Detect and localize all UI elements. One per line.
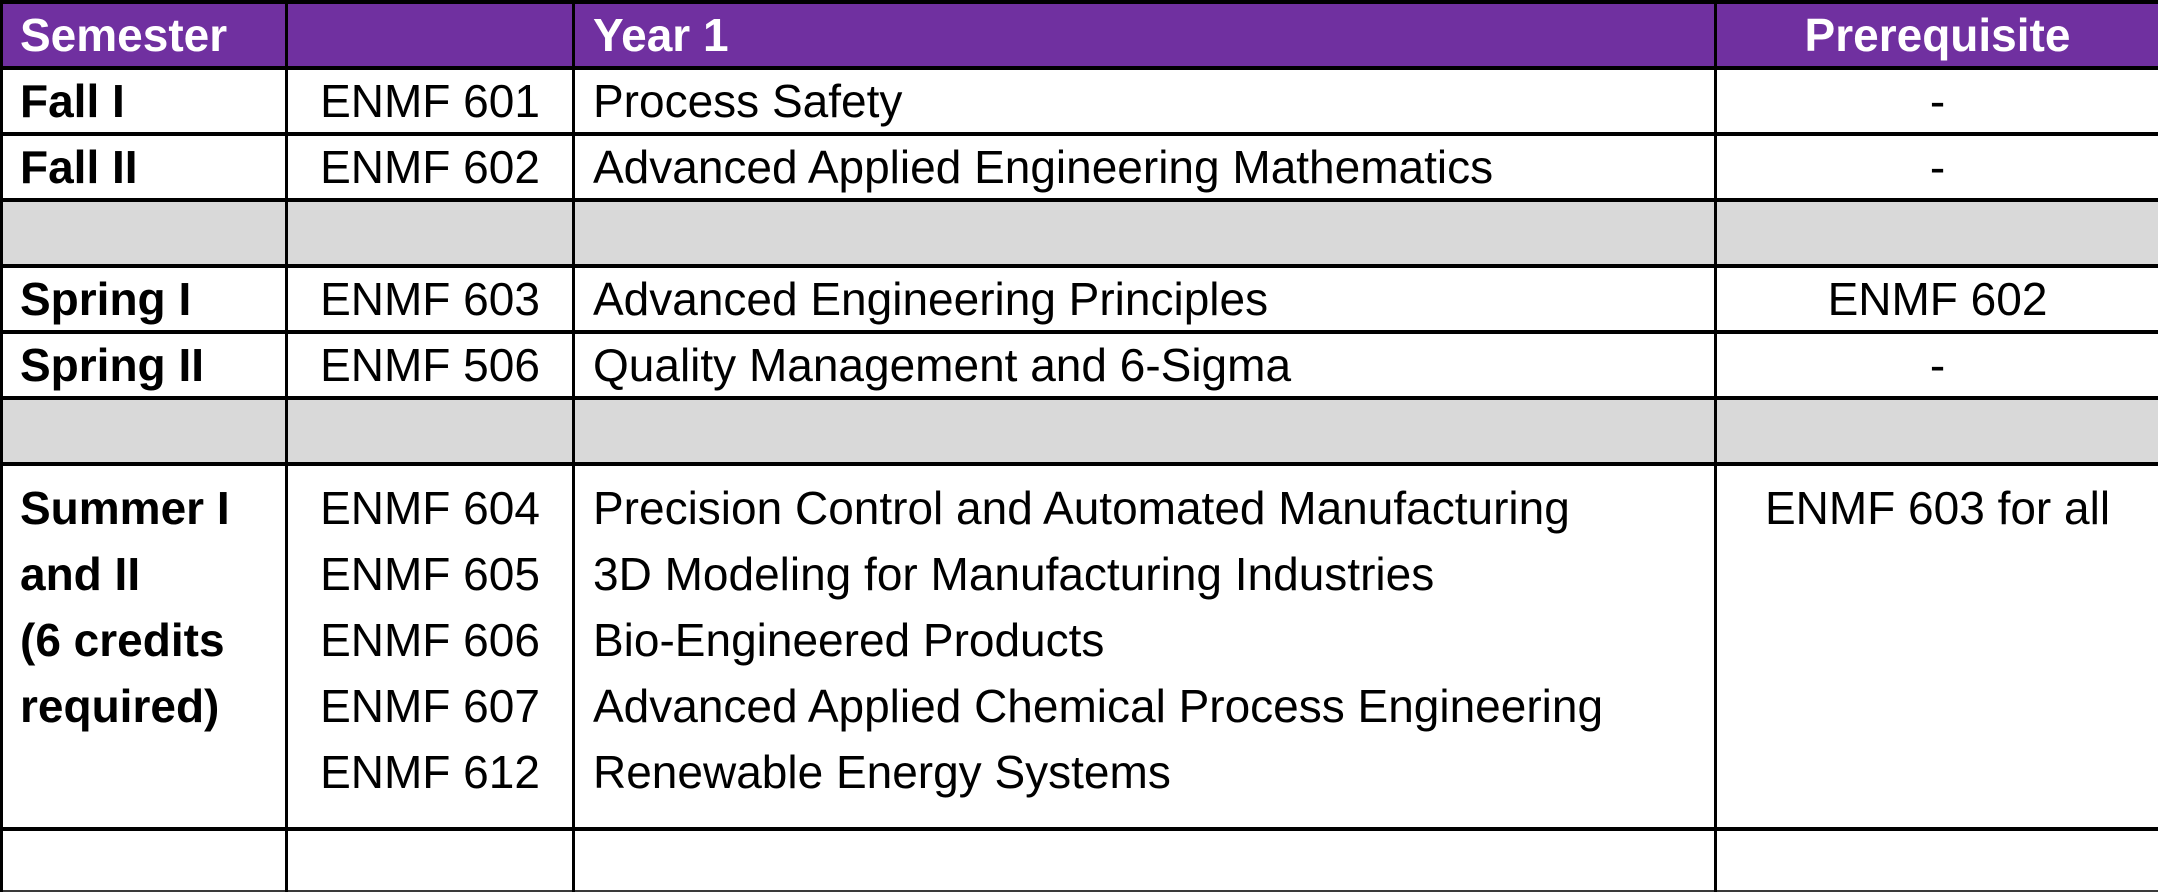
spacer-cell [285, 198, 575, 268]
spacer-cell [285, 396, 575, 466]
table-row-fall-2: Fall II ENMF 602 Advanced Applied Engine… [0, 132, 2158, 202]
course-code-cell: ENMF 604 ENMF 605 ENMF 606 ENMF 607 ENMF… [285, 461, 575, 832]
spacer-row [0, 198, 2158, 268]
spacer-row [0, 396, 2158, 466]
spacer-cell [572, 396, 1717, 466]
table-row-spring-1: Spring I ENMF 603 Advanced Engineering P… [0, 264, 2158, 334]
prerequisite-cell: - [1714, 66, 2158, 136]
header-semester: Semester [0, 0, 288, 70]
course-code-cell: ENMF 601 [285, 66, 575, 136]
prerequisite-cell: - [1714, 132, 2158, 202]
spacer-cell [1714, 396, 2158, 466]
table-row-spring-2: Spring II ENMF 506 Quality Management an… [0, 330, 2158, 400]
semester-cell: Fall II [0, 132, 288, 202]
prerequisite-cell: ENMF 603 for all [1714, 461, 2158, 832]
course-code-cell: ENMF 603 [285, 264, 575, 334]
semester-cell: Fall I [0, 66, 288, 136]
empty-cell [0, 827, 288, 892]
empty-cell [1714, 827, 2158, 892]
spacer-cell [1714, 198, 2158, 268]
course-title-cell: Advanced Engineering Principles [572, 264, 1717, 334]
course-title-cell: Quality Management and 6-Sigma [572, 330, 1717, 400]
course-code-cell: ENMF 602 [285, 132, 575, 202]
course-title-cell: Process Safety [572, 66, 1717, 136]
spacer-cell [572, 198, 1717, 268]
course-code-cell: ENMF 506 [285, 330, 575, 400]
spacer-cell [0, 396, 288, 466]
semester-cell: Spring II [0, 330, 288, 400]
prerequisite-cell: - [1714, 330, 2158, 400]
header-prerequisite: Prerequisite [1714, 0, 2158, 70]
table-header-row: Semester Year 1 Prerequisite [0, 0, 2158, 70]
table-row-summer-group: Summer I and II (6 credits required) ENM… [0, 461, 2158, 832]
course-title-cell: Advanced Applied Engineering Mathematics [572, 132, 1717, 202]
table-row-fall-1: Fall I ENMF 601 Process Safety - [0, 66, 2158, 136]
semester-cell: Summer I and II (6 credits required) [0, 461, 288, 832]
semester-cell: Spring I [0, 264, 288, 334]
course-title-cell: Precision Control and Automated Manufact… [572, 461, 1717, 832]
empty-cell [285, 827, 575, 892]
prerequisite-cell: ENMF 602 [1714, 264, 2158, 334]
header-course-code [285, 0, 575, 70]
spacer-cell [0, 198, 288, 268]
header-year-1: Year 1 [572, 0, 1717, 70]
empty-cell [572, 827, 1717, 892]
empty-bottom-row [0, 827, 2158, 892]
